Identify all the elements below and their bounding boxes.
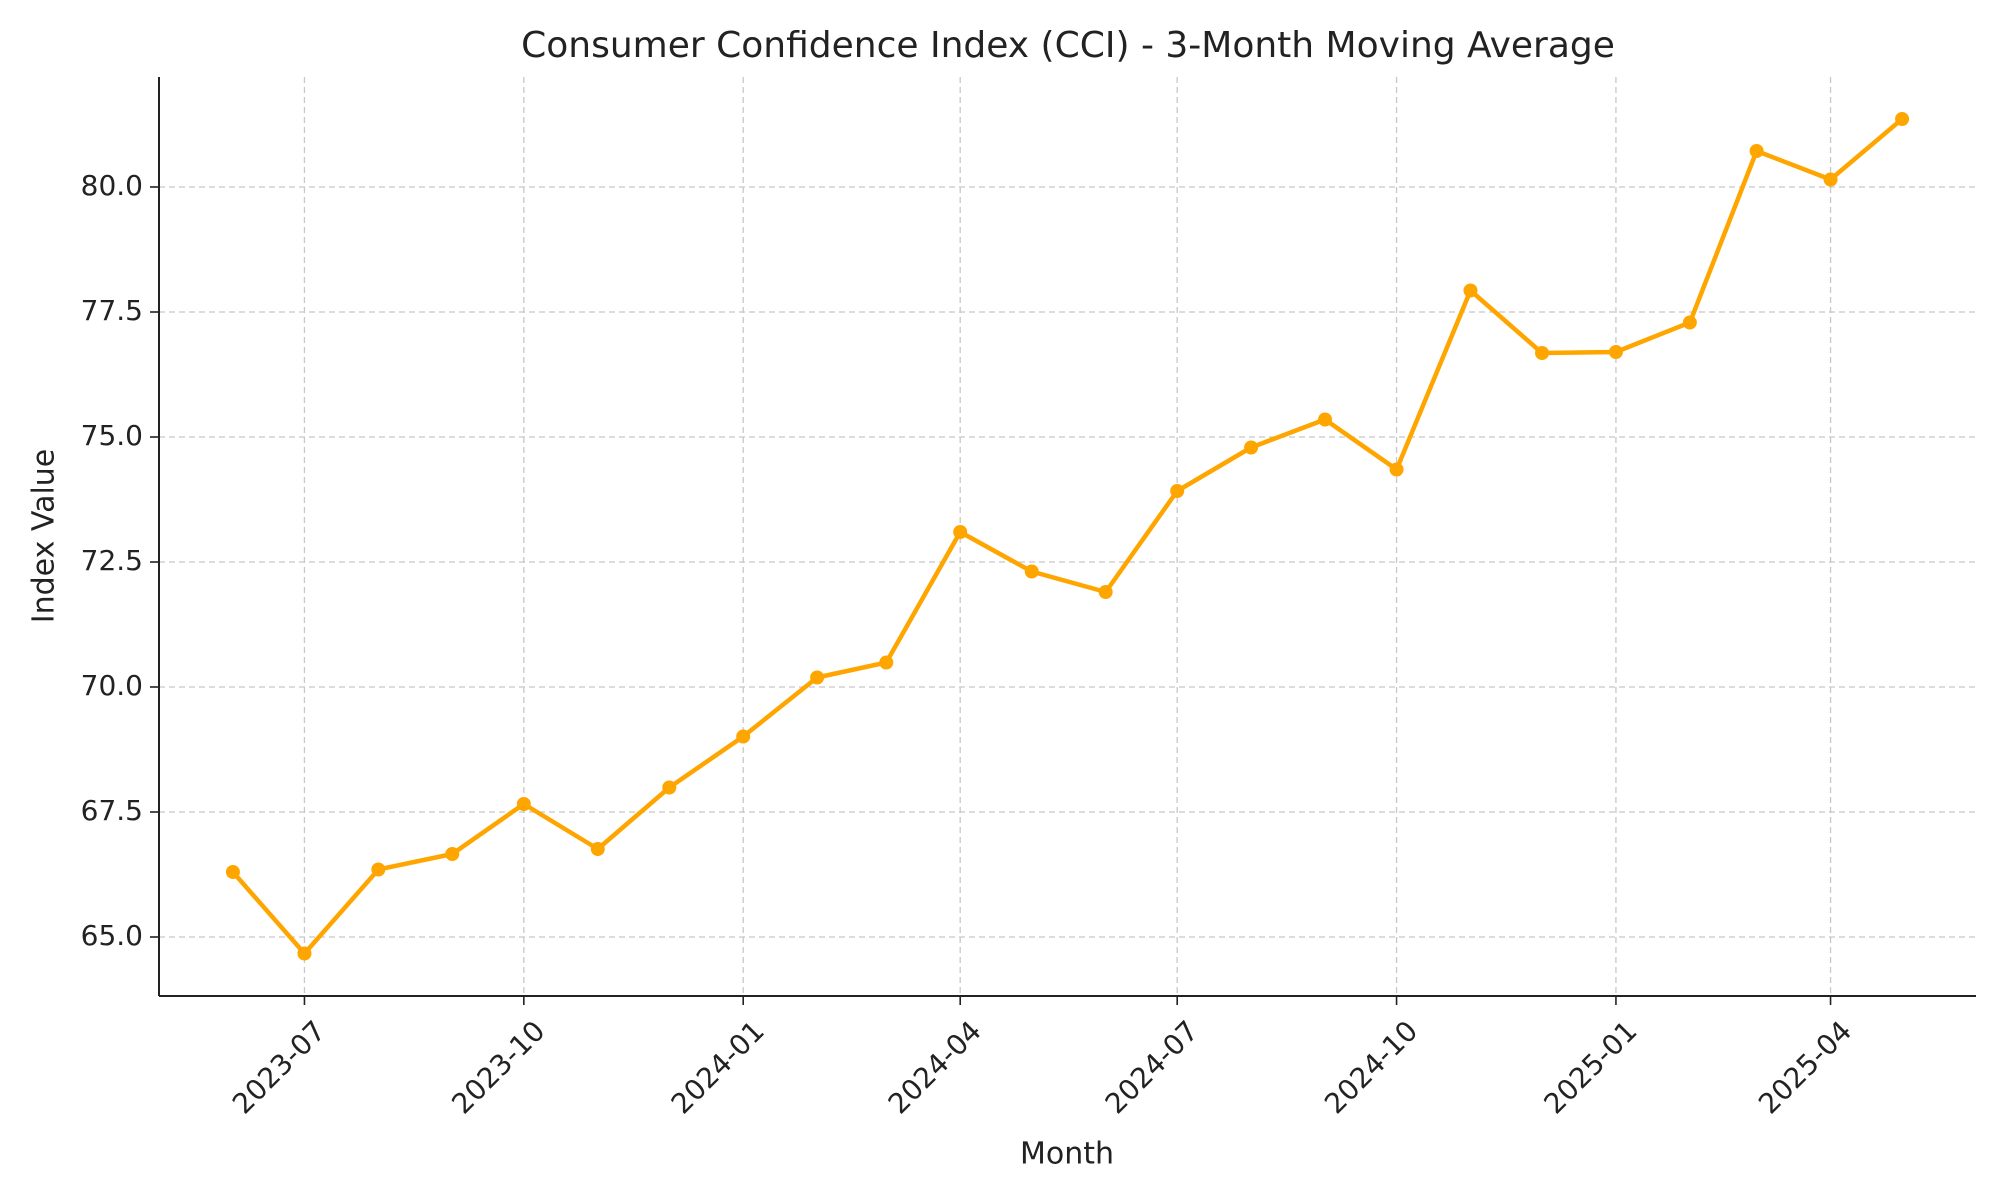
data-point bbox=[736, 729, 751, 744]
data-point bbox=[371, 862, 386, 877]
y-tick-label: 67.5 bbox=[81, 794, 143, 827]
x-tick-label: 2025-01 bbox=[1538, 1014, 1644, 1120]
data-point bbox=[445, 847, 460, 861]
data-line bbox=[231, 117, 1904, 956]
data-point bbox=[1244, 440, 1259, 455]
data-point bbox=[1749, 144, 1764, 158]
chart-title: Consumer Confidence Index (CCI) - 3-Mont… bbox=[521, 25, 1615, 66]
data-point bbox=[953, 525, 968, 539]
y-tick-label: 75.0 bbox=[81, 419, 143, 452]
x-tick-label: 2023-10 bbox=[445, 1014, 551, 1120]
x-tick-label: 2024-10 bbox=[1318, 1014, 1424, 1120]
y-tick-label: 72.5 bbox=[81, 544, 143, 577]
data-point bbox=[879, 655, 894, 670]
y-tick-label: 70.0 bbox=[81, 669, 143, 702]
data-point bbox=[1682, 315, 1697, 330]
x-tick-label: 2024-07 bbox=[1099, 1014, 1205, 1120]
y-axis-label: Index Value bbox=[27, 449, 62, 624]
data-point bbox=[662, 780, 677, 795]
x-tick-label: 2023-07 bbox=[226, 1014, 332, 1120]
data-point bbox=[516, 797, 531, 811]
x-tick-label: 2024-01 bbox=[665, 1014, 771, 1120]
data-point bbox=[1608, 345, 1623, 359]
data-point bbox=[590, 842, 605, 856]
data-point bbox=[1823, 172, 1838, 187]
data-point bbox=[1098, 585, 1113, 599]
data-point bbox=[1170, 484, 1185, 498]
data-point bbox=[1895, 112, 1910, 126]
x-axis-label: Month bbox=[1020, 1137, 1114, 1172]
y-tick-label: 65.0 bbox=[81, 919, 143, 952]
data-point bbox=[1318, 412, 1333, 427]
data-point bbox=[810, 670, 825, 685]
data-point bbox=[1024, 564, 1039, 579]
y-tick-label: 80.0 bbox=[81, 169, 143, 202]
data-point bbox=[1535, 346, 1550, 360]
data-point bbox=[1463, 283, 1478, 298]
x-tick-label: 2024-04 bbox=[882, 1014, 988, 1120]
data-point bbox=[225, 865, 240, 879]
data-point bbox=[297, 946, 312, 961]
data-point bbox=[1389, 462, 1404, 477]
y-tick-label: 77.5 bbox=[81, 294, 143, 327]
x-tick-label: 2025-04 bbox=[1752, 1014, 1858, 1120]
